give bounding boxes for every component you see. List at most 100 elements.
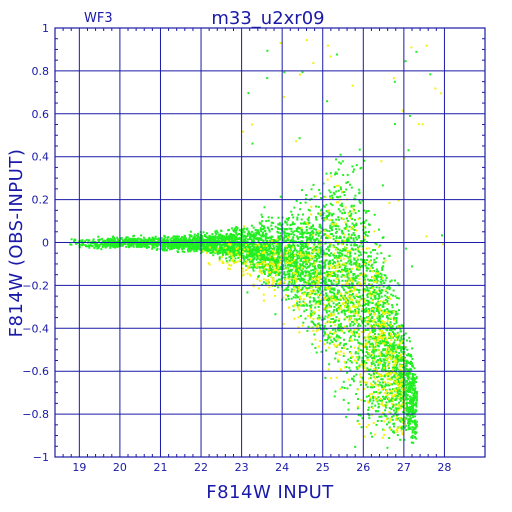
data-point (332, 295, 335, 298)
data-point (349, 369, 352, 372)
data-point (343, 191, 346, 193)
data-point (214, 235, 217, 238)
data-point (389, 329, 391, 331)
data-point (317, 290, 320, 293)
data-point (119, 243, 122, 246)
data-point (366, 367, 369, 370)
data-point (124, 242, 127, 245)
data-point (314, 302, 317, 305)
data-point (329, 325, 332, 327)
data-point (349, 345, 352, 348)
data-point (305, 267, 308, 270)
data-point (413, 384, 416, 387)
data-point (268, 228, 271, 231)
data-point (233, 248, 235, 250)
data-point (137, 245, 140, 248)
data-point (244, 238, 247, 241)
data-point (322, 298, 325, 301)
data-point (295, 263, 298, 266)
data-point (349, 329, 352, 332)
data-point (332, 272, 335, 275)
data-point (250, 260, 253, 263)
data-point (415, 377, 418, 380)
data-point (328, 189, 331, 192)
data-point (329, 202, 332, 205)
data-point (396, 357, 398, 360)
data-point (223, 239, 226, 242)
data-point (301, 189, 303, 192)
data-point (223, 244, 226, 247)
data-point (239, 236, 242, 239)
data-point (354, 308, 357, 311)
data-point (267, 216, 270, 219)
data-point (375, 355, 378, 358)
data-point (217, 243, 220, 246)
data-point (175, 239, 178, 242)
data-point (297, 296, 299, 299)
data-point (372, 395, 374, 398)
data-point (388, 314, 391, 317)
data-point (242, 240, 245, 243)
data-point (349, 315, 352, 318)
data-point (311, 320, 313, 323)
data-point (263, 265, 266, 268)
data-point (217, 240, 219, 243)
data-point (332, 321, 335, 324)
data-point (294, 260, 297, 263)
data-point (299, 232, 302, 235)
data-point (363, 308, 366, 311)
data-point (325, 203, 328, 206)
data-point (367, 210, 370, 212)
data-point (287, 218, 289, 221)
data-point (372, 351, 375, 354)
data-point (371, 263, 374, 266)
data-point (332, 235, 335, 238)
data-point (346, 267, 349, 270)
data-point (355, 275, 357, 278)
data-point (300, 258, 303, 261)
data-point (361, 199, 364, 202)
data-point (292, 257, 294, 259)
data-point (384, 396, 387, 399)
data-point (277, 256, 280, 259)
data-point (372, 372, 375, 375)
data-point (367, 299, 370, 302)
data-point (224, 249, 227, 251)
data-point (306, 304, 309, 307)
data-point (336, 291, 339, 294)
data-point (366, 259, 369, 262)
data-point (373, 369, 376, 372)
data-point (371, 329, 374, 332)
data-point (295, 253, 298, 256)
data-point (353, 168, 355, 171)
data-point (412, 373, 415, 376)
data-point (294, 270, 297, 273)
data-point (256, 231, 259, 234)
data-point (317, 314, 320, 317)
data-point (324, 253, 327, 256)
data-point (339, 236, 342, 239)
data-point (315, 252, 318, 255)
data-point (234, 229, 237, 232)
data-point (409, 363, 412, 365)
data-point (285, 221, 288, 224)
data-point (339, 304, 342, 307)
data-point (251, 251, 254, 254)
data-point (298, 267, 301, 270)
data-point (271, 251, 274, 254)
data-point (327, 302, 330, 305)
data-point (345, 262, 348, 265)
data-point (303, 256, 305, 259)
data-point (309, 315, 312, 318)
data-point (361, 258, 364, 261)
data-point (323, 251, 326, 254)
data-point (349, 214, 352, 217)
data-point (386, 296, 389, 299)
data-point (289, 245, 291, 248)
data-point (296, 285, 299, 288)
data-point (346, 291, 349, 294)
data-point (172, 240, 175, 243)
data-point (202, 231, 205, 234)
data-point (265, 258, 268, 261)
data-point (104, 240, 107, 242)
